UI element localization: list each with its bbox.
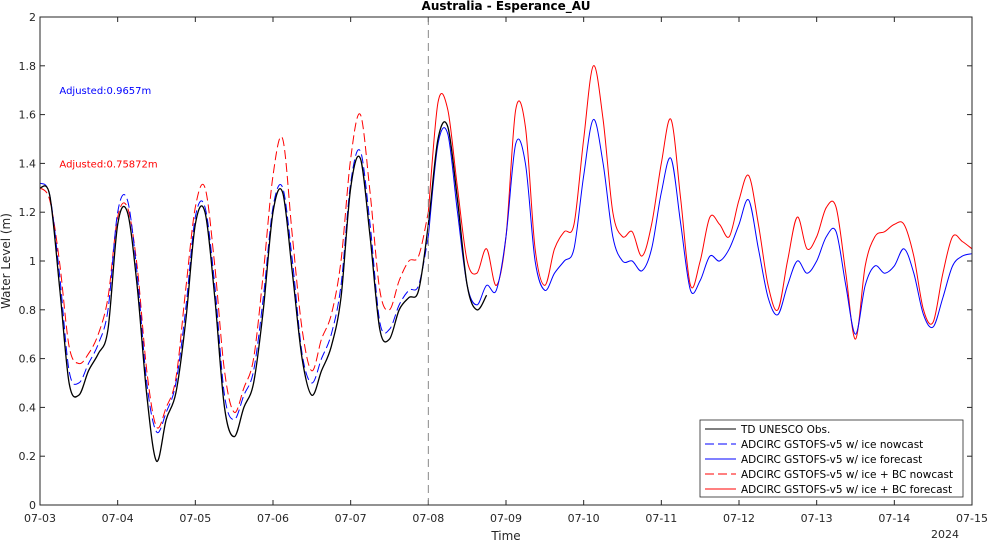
plot-frame: [39, 16, 973, 506]
adjusted-annotation: Adjusted:0.9657m: [59, 86, 151, 97]
series-line: [427, 118, 973, 335]
x-tick-label: 07-03: [24, 512, 56, 525]
x-tick-label: 07-15: [956, 512, 988, 525]
y-tick-label: 1.2: [19, 206, 37, 219]
series-line: [39, 121, 488, 462]
series-line: [39, 113, 429, 429]
series-line: [427, 65, 973, 340]
series-layer: [39, 65, 973, 462]
chart-title: Australia - Esperance_AU: [422, 0, 591, 14]
x-axis-ticks: 07-03 07-04 07-05 07-06 07-07 07-08 07-09 07-10…: [24, 17, 988, 525]
y-tick-label: 1.8: [19, 60, 37, 73]
y-tick-label: 0.4: [19, 401, 37, 414]
legend-label: ADCIRC GSTOFS-v5 w/ ice forecast: [741, 454, 922, 466]
x-tick-label: 07-11: [645, 512, 677, 525]
x-tick-label: 07-09: [490, 512, 522, 525]
y-axis-ticks: 0 0.2 0.4 0.6 0.8 1 1.2 1.4 1.6 1.8 2: [19, 11, 972, 512]
legend-label: TD UNESCO Obs.: [740, 424, 830, 436]
x-tick-label: 07-12: [723, 512, 755, 525]
x-tick-label: 07-10: [568, 512, 600, 525]
x-tick-label: 07-07: [335, 512, 367, 525]
y-tick-label: 0.8: [19, 304, 37, 317]
series-line: [39, 149, 429, 434]
x-year-label: 2024: [931, 528, 959, 541]
legend-items: TD UNESCO Obs. ADCIRC GSTOFS-v5 w/ ice no…: [705, 424, 953, 496]
annotation-layer: Adjusted:0.9657m Adjusted:0.75872m: [59, 86, 157, 170]
y-tick-label: 1: [29, 255, 36, 268]
legend-label: ADCIRC GSTOFS-v5 w/ ice nowcast: [741, 439, 923, 451]
legend-box: [699, 419, 964, 498]
x-tick-label: 07-14: [878, 512, 910, 525]
y-axis-label: Water Level (m): [0, 213, 13, 309]
y-tick-label: 0: [29, 499, 36, 512]
y-tick-label: 1.6: [19, 109, 37, 122]
x-tick-label: 07-13: [801, 512, 833, 525]
legend-label: ADCIRC GSTOFS-v5 w/ ice + BC nowcast: [741, 469, 953, 481]
x-axis-label: Time: [490, 529, 520, 541]
y-tick-label: 2: [29, 11, 36, 24]
y-tick-label: 0.6: [19, 353, 37, 366]
y-tick-label: 0.2: [19, 450, 37, 463]
x-tick-label: 07-05: [179, 512, 211, 525]
y-tick-label: 1.4: [19, 157, 37, 170]
x-tick-label: 07-06: [257, 512, 289, 525]
x-tick-label: 07-08: [412, 512, 444, 525]
x-tick-label: 07-04: [102, 512, 134, 525]
adjusted-annotation: Adjusted:0.75872m: [59, 159, 157, 170]
legend-label: ADCIRC GSTOFS-v5 w/ ice + BC forecast: [741, 484, 952, 496]
legend: TD UNESCO Obs. ADCIRC GSTOFS-v5 w/ ice no…: [699, 419, 964, 498]
